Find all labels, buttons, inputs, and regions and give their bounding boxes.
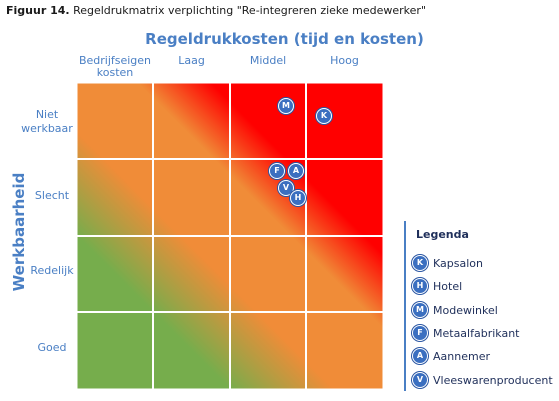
column-label-middel: Middel (249, 54, 287, 67)
legend-item-vleeswarenproducent: V Vleeswarenproducent (412, 371, 553, 389)
matrix-grid-lines (77, 83, 383, 389)
legend-title: Legenda (416, 228, 469, 241)
legend-label-hotel: Hotel (433, 279, 463, 293)
column-label-hoog: Hoog (330, 54, 359, 67)
legend-item-hotel: H Hotel (412, 277, 462, 295)
marker-metaalfabrikant: F (269, 163, 285, 179)
caption-label: Figuur 14. (6, 4, 70, 17)
legend-badge-v: V (412, 372, 428, 388)
legend-label-kapsalon: Kapsalon (433, 256, 483, 270)
figure-caption: Figuur 14. Regeldrukmatrix verplichting … (6, 4, 426, 17)
legend-badge-k: K (412, 255, 428, 271)
legend-badge-a: A (412, 348, 428, 364)
legend-badge-h: H (412, 278, 428, 294)
matrix-border (76, 82, 384, 390)
x-axis-title: Regeldrukkosten (tijd en kosten) (145, 30, 424, 48)
legend-divider (404, 221, 406, 391)
legend-item-metaalfabrikant: F Metaalfabrikant (412, 324, 520, 342)
legend-item-kapsalon: K Kapsalon (412, 254, 483, 272)
legend-badge-f: F (412, 325, 428, 341)
column-label-laag: Laag (178, 54, 205, 67)
marker-kapsalon: K (316, 108, 332, 124)
caption-text: Regeldrukmatrix verplichting "Re-integre… (73, 4, 427, 17)
legend-item-aannemer: A Aannemer (412, 347, 490, 365)
legend-label-metaalfabrikant: Metaalfabrikant (433, 326, 520, 340)
marker-hotel: H (290, 190, 306, 206)
row-label-goed: Goed (37, 341, 67, 354)
legend-label-aannemer: Aannemer (433, 349, 490, 363)
row-label-redelijk: Redelijk (30, 264, 74, 277)
column-label-bedrijfseigen: Bedrijfseigen kosten (78, 54, 152, 79)
marker-modewinkel: M (278, 98, 294, 114)
legend-label-modewinkel: Modewinkel (433, 303, 498, 317)
row-label-slecht: Slecht (34, 189, 70, 202)
marker-vleeswarenproducent: V (278, 180, 294, 196)
row-label-niet-werkbaar: Niet werkbaar (21, 108, 73, 135)
legend-badge-m: M (412, 302, 428, 318)
legend-label-vleeswarenproducent: Vleeswarenproducent (433, 373, 553, 387)
marker-aannemer: A (288, 163, 304, 179)
legend-item-modewinkel: M Modewinkel (412, 301, 498, 319)
